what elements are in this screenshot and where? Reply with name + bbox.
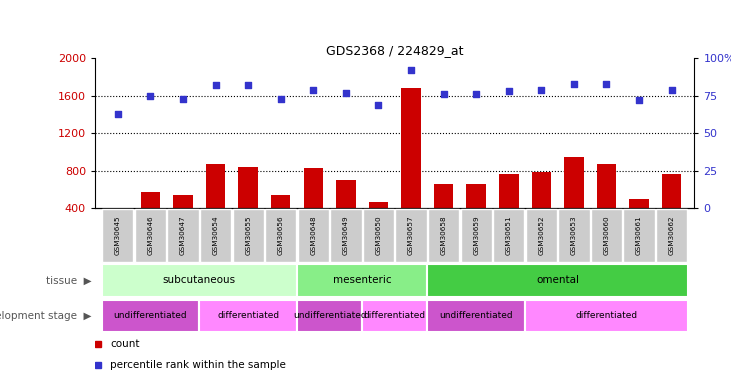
Bar: [232, 209, 264, 262]
Text: tissue  ▶: tissue ▶: [46, 275, 91, 285]
Point: [275, 96, 287, 102]
Bar: [629, 199, 649, 208]
Point: [470, 91, 482, 97]
Text: GSM30662: GSM30662: [669, 216, 675, 255]
Text: GSM30648: GSM30648: [310, 216, 317, 255]
Bar: [167, 209, 199, 262]
Text: differentiated: differentiated: [217, 311, 279, 320]
Text: differentiated: differentiated: [575, 311, 637, 320]
Point: [568, 81, 580, 87]
Text: development stage  ▶: development stage ▶: [0, 311, 91, 321]
Point: [308, 87, 319, 93]
Bar: [238, 167, 258, 208]
Bar: [428, 264, 688, 297]
Bar: [558, 209, 589, 262]
Bar: [271, 195, 290, 208]
Text: percentile rank within the sample: percentile rank within the sample: [110, 360, 286, 369]
Bar: [499, 174, 518, 208]
Bar: [102, 300, 200, 332]
Text: GSM30653: GSM30653: [571, 216, 577, 255]
Text: GSM30657: GSM30657: [408, 216, 414, 255]
Text: GSM30647: GSM30647: [180, 216, 186, 255]
Point: [633, 97, 645, 103]
Point: [145, 93, 156, 99]
Point: [242, 82, 254, 88]
Bar: [200, 209, 231, 262]
Text: undifferentiated: undifferentiated: [113, 311, 187, 320]
Bar: [298, 209, 329, 262]
Point: [177, 96, 189, 102]
Bar: [206, 164, 225, 208]
Bar: [428, 300, 525, 332]
Text: GSM30661: GSM30661: [636, 216, 642, 255]
Bar: [102, 209, 134, 262]
Text: GSM30655: GSM30655: [245, 216, 251, 255]
Bar: [265, 209, 296, 262]
Bar: [297, 300, 362, 332]
Bar: [362, 300, 428, 332]
Bar: [662, 174, 681, 208]
Bar: [531, 172, 551, 208]
Point: [405, 67, 417, 73]
Bar: [108, 208, 128, 210]
Bar: [428, 209, 459, 262]
Text: omental: omental: [536, 275, 579, 285]
Bar: [368, 202, 388, 208]
Bar: [493, 209, 524, 262]
Text: undifferentiated: undifferentiated: [293, 311, 366, 320]
Bar: [395, 209, 427, 262]
Point: [601, 81, 613, 87]
Point: [438, 91, 450, 97]
Text: GSM30649: GSM30649: [343, 216, 349, 255]
Title: GDS2368 / 224829_at: GDS2368 / 224829_at: [326, 44, 463, 57]
Point: [666, 87, 678, 93]
Bar: [363, 209, 394, 262]
Point: [112, 111, 124, 117]
Text: differentiated: differentiated: [364, 311, 425, 320]
Text: GSM30659: GSM30659: [473, 216, 480, 255]
Bar: [330, 209, 362, 262]
Point: [210, 82, 221, 88]
Bar: [200, 300, 297, 332]
Bar: [525, 300, 688, 332]
Bar: [466, 184, 486, 208]
Text: GSM30652: GSM30652: [538, 216, 545, 255]
Bar: [526, 209, 557, 262]
Text: GSM30645: GSM30645: [115, 216, 121, 255]
Bar: [135, 209, 166, 262]
Text: GSM30650: GSM30650: [376, 216, 382, 255]
Point: [340, 90, 352, 96]
Text: GSM30660: GSM30660: [604, 216, 610, 255]
Text: GSM30646: GSM30646: [148, 216, 154, 255]
Bar: [401, 88, 421, 208]
Bar: [102, 264, 297, 297]
Point: [373, 102, 385, 108]
Bar: [564, 158, 583, 208]
Text: subcutaneous: subcutaneous: [163, 275, 236, 285]
Bar: [591, 209, 622, 262]
Bar: [173, 195, 193, 208]
Bar: [303, 168, 323, 208]
Bar: [596, 164, 616, 208]
Text: count: count: [110, 339, 140, 349]
Text: GSM30651: GSM30651: [506, 216, 512, 255]
Text: GSM30656: GSM30656: [278, 216, 284, 255]
Bar: [140, 192, 160, 208]
Text: mesenteric: mesenteric: [333, 275, 392, 285]
Bar: [297, 264, 428, 297]
Bar: [336, 180, 356, 208]
Text: undifferentiated: undifferentiated: [439, 311, 513, 320]
Text: GSM30658: GSM30658: [441, 216, 447, 255]
Bar: [624, 209, 655, 262]
Bar: [656, 209, 687, 262]
Point: [503, 88, 515, 94]
Point: [536, 87, 548, 93]
Bar: [433, 184, 453, 208]
Text: GSM30654: GSM30654: [213, 216, 219, 255]
Bar: [461, 209, 492, 262]
